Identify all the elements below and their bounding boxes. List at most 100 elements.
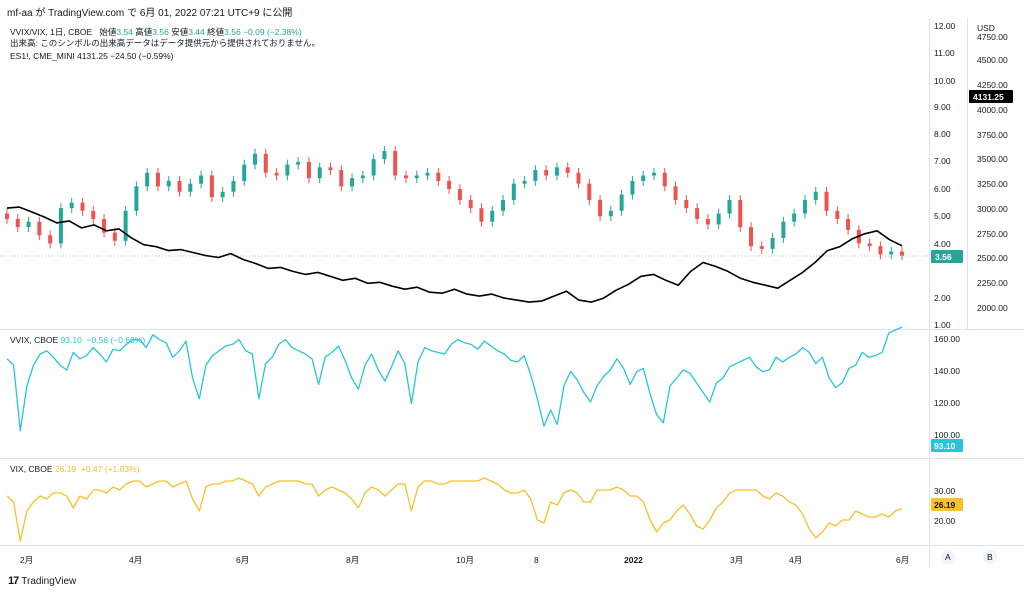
candle-body (457, 189, 462, 200)
scale-button-a[interactable]: A (941, 550, 955, 564)
vix-tick: 30.00 (934, 486, 956, 496)
vvix-tick: 100.00 (934, 430, 960, 440)
candle-body (479, 208, 484, 222)
candle-body (188, 183, 193, 192)
candle-body (867, 243, 872, 247)
vix-price-tag: 26.19 (931, 498, 963, 511)
usd-tick: 2500.00 (977, 253, 1008, 263)
ratio-tick: 6.00 (934, 184, 951, 194)
candle-body (382, 151, 387, 160)
candle-body (878, 246, 883, 255)
candle-body (554, 167, 559, 176)
volume-note: 出来高: このシンボルの出来高データはデータ提供元から提供されておりません。 (10, 38, 320, 48)
candle-body (522, 180, 527, 184)
ratio-legend[interactable]: VVIX/VIX, 1日, CBOE 始値3.54 高値3.56 安値3.44 … (10, 27, 302, 38)
candle-body (662, 172, 667, 187)
candle-body (350, 178, 355, 187)
candle-body (889, 251, 894, 255)
candle-body (759, 246, 764, 249)
tradingview-logo-icon: 17 (8, 575, 19, 587)
candle-body (792, 213, 797, 222)
candle-body (371, 159, 376, 176)
ratio-tick: 5.00 (934, 211, 951, 221)
ratio-tick: 4.00 (934, 239, 951, 249)
candle-body (511, 183, 516, 200)
candle-body (544, 170, 549, 176)
candle-body (220, 191, 225, 198)
close-value: 3.56 (224, 27, 241, 37)
high-label: 高値 (135, 27, 153, 37)
vix-legend[interactable]: VIX, CBOE 26.19 +0.47 (+1.83%) (10, 464, 139, 475)
usd-tick: 3250.00 (977, 179, 1008, 189)
time-tick: 3月 (730, 555, 743, 565)
change-value: −0.09 (−2.38%) (243, 27, 302, 37)
candle-body (26, 221, 31, 228)
vvix-symbol: VVIX, CBOE (10, 335, 59, 345)
candle-body (177, 180, 182, 192)
candle-body (112, 232, 117, 241)
es-price-line (6, 206, 903, 303)
vvix-line (6, 326, 903, 432)
candle-body (123, 210, 128, 241)
ratio-price-tag: 3.56 (931, 250, 963, 263)
vvix-tick: 140.00 (934, 366, 960, 376)
close-label: 終値 (207, 27, 225, 37)
vix-axis[interactable]: 30.00 20.00 (934, 486, 956, 526)
vvix-values: 93.10 −0.56 (−0.60%) (60, 335, 146, 345)
usd-tick: 3500.00 (977, 154, 1008, 164)
candle-body (5, 213, 9, 219)
candle-body (306, 161, 311, 179)
candle-body (447, 180, 452, 190)
candle-body (738, 199, 743, 228)
usd-axis[interactable]: USD 4750.00 4500.00 4250.00 4000.00 3750… (977, 23, 1008, 313)
candle-body (253, 153, 258, 165)
candle-body (155, 172, 160, 187)
usd-tick: 2750.00 (977, 229, 1008, 239)
vvix-axis[interactable]: 160.00 140.00 120.00 100.00 (934, 334, 960, 440)
ratio-axis[interactable]: 12.00 11.00 10.00 9.00 8.00 7.00 6.00 5.… (934, 21, 956, 330)
candle-body (328, 167, 333, 171)
time-axis[interactable]: 2月 4月 6月 8月 10月 8 2022 3月 4月 6月 (20, 555, 909, 565)
high-value: 3.56 (152, 27, 169, 37)
candle-body (468, 199, 473, 209)
usd-tick: 4250.00 (977, 80, 1008, 90)
usd-axis-label: USD (977, 23, 995, 33)
time-tick: 4月 (129, 555, 142, 565)
time-tick: 4月 (789, 555, 802, 565)
candle-body (651, 172, 656, 176)
candle-body (37, 221, 42, 236)
vix-tick: 20.00 (934, 516, 956, 526)
candle-body (317, 167, 322, 179)
ratio-tick: 7.00 (934, 156, 951, 166)
vvix-legend[interactable]: VVIX, CBOE 93.10 −0.56 (−0.60%) (10, 335, 145, 346)
candle-body (436, 172, 441, 181)
tradingview-brand[interactable]: 17 TradingView (8, 575, 76, 587)
candle-body (360, 175, 365, 179)
vix-symbol: VIX, CBOE (10, 464, 53, 474)
es-legend[interactable]: ES1!, CME_MINI 4131.25 −24.50 (−0.59%) (10, 51, 174, 61)
candle-body (490, 210, 495, 222)
svg-text:A: A (945, 552, 951, 562)
candle-body (641, 175, 646, 181)
candle-body (145, 172, 150, 187)
usd-tick: 4750.00 (977, 32, 1008, 42)
vvix-price-tag: 93.10 (931, 439, 963, 452)
time-tick: 8月 (346, 555, 359, 565)
svg-text:4131.25: 4131.25 (973, 92, 1004, 102)
candle-body (91, 210, 96, 219)
usd-tick: 4000.00 (977, 105, 1008, 115)
candle-body (231, 180, 236, 192)
svg-text:26.19: 26.19 (934, 500, 956, 510)
ratio-tick: 11.00 (934, 48, 955, 58)
candle-body (781, 221, 786, 239)
candle-body (716, 213, 721, 225)
scale-button-b[interactable]: B (983, 550, 997, 564)
candle-body (824, 191, 829, 211)
ratio-tick: 1.00 (934, 320, 951, 330)
candle-body (587, 183, 592, 200)
candle-body (770, 238, 775, 249)
candle-body (339, 170, 344, 187)
usd-tick: 2000.00 (977, 303, 1008, 313)
candle-body (209, 175, 214, 198)
